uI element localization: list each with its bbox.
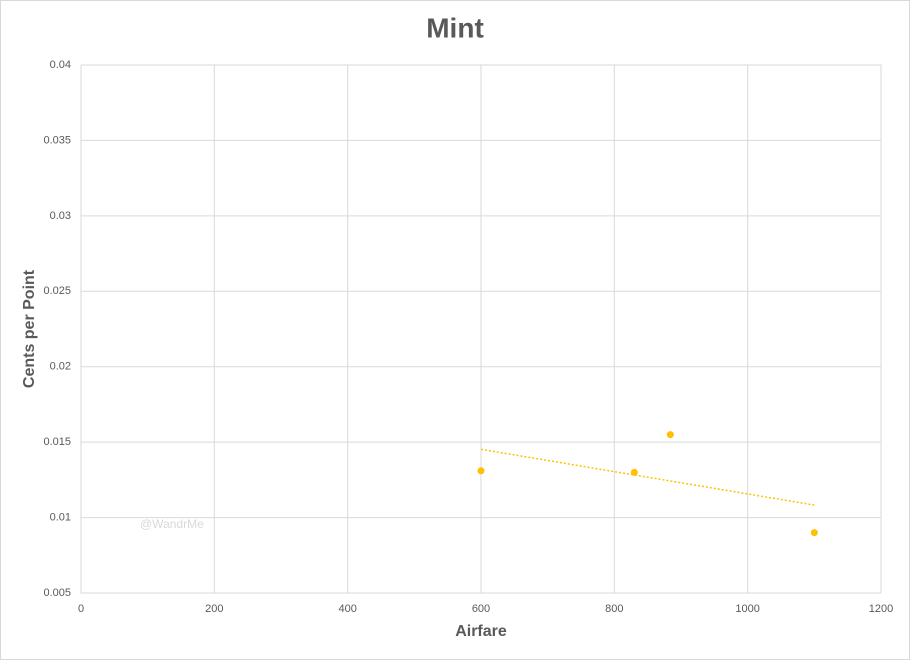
x-tick-label: 1000 (735, 603, 759, 615)
y-tick-label: 0.025 (43, 285, 71, 297)
y-tick-label: 0.04 (50, 59, 71, 71)
y-tick-label: 0.035 (43, 134, 71, 146)
x-tick-label: 1200 (869, 603, 893, 615)
y-tick-label: 0.015 (43, 436, 71, 448)
x-axis-label: Airfare (455, 623, 507, 640)
chart-title: Mint (426, 12, 484, 43)
x-tick-label: 200 (205, 603, 223, 615)
x-tick-label: 0 (78, 603, 84, 615)
x-tick-label: 600 (472, 603, 490, 615)
point (477, 467, 485, 475)
point (666, 431, 674, 439)
trendline (480, 448, 815, 506)
watermark: @WandrMe (140, 517, 204, 531)
y-tick-label: 0.02 (50, 361, 71, 373)
y-tick-label: 0.01 (50, 511, 71, 523)
y-tick-label: 0.005 (43, 587, 71, 599)
point (810, 529, 818, 537)
x-tick-label: 800 (605, 603, 623, 615)
y-tick-label: 0.03 (50, 210, 71, 222)
y-axis-label: Cents per Point (21, 269, 38, 388)
x-tick-label: 400 (338, 603, 356, 615)
